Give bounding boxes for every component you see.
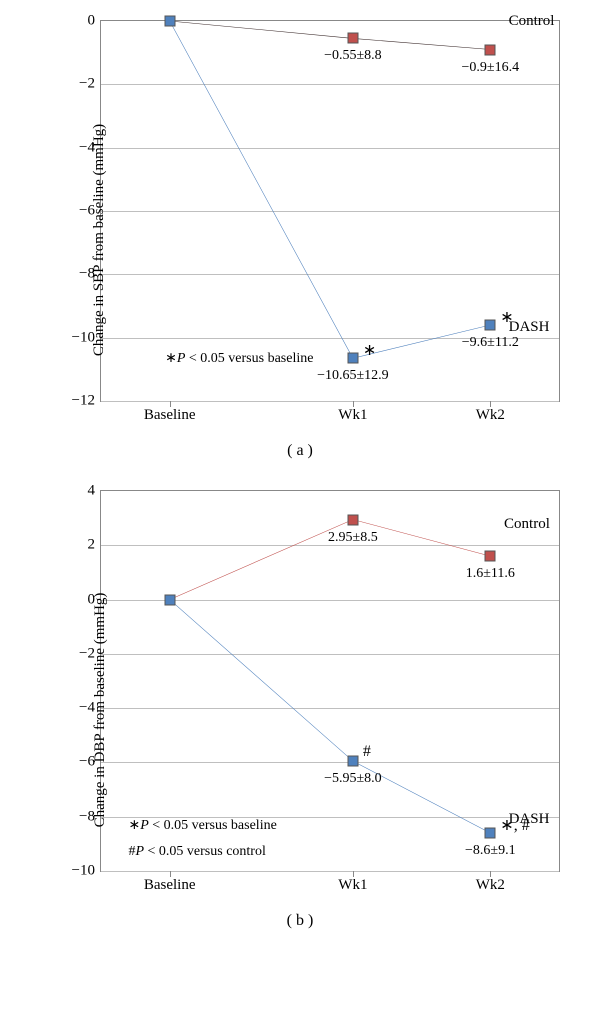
ylabel: Change in DBP from baseline (mmHg) [92,593,109,828]
panel-a: 0−2−4−6−8−10−12BaselineWk1Wk2−0.55±8.8−0… [20,20,580,460]
plot-area-b: 420−2−4−6−8−10BaselineWk1Wk22.95±8.51.6±… [100,490,560,872]
ytick-label: −10 [72,863,101,880]
series-line-control [170,21,491,50]
plot-area-a: 0−2−4−6−8−10−12BaselineWk1Wk2−0.55±8.8−0… [100,20,560,402]
series-line-dash [170,600,491,833]
footnote: #P < 0.05 versus control [128,844,265,860]
xtick-label: Baseline [144,401,196,424]
marker-control [485,551,496,562]
xtick-label: Wk2 [476,871,505,894]
series-line-dash [170,21,491,358]
value-label: −5.95±8.0 [324,771,382,787]
xtick-label: Baseline [144,871,196,894]
panel-caption: ( b ) [20,912,580,930]
ylabel: Change in SBP from baseline (mmHg) [91,124,108,356]
xtick-label: Wk1 [338,401,367,424]
marker-dash [164,16,175,27]
marker-control [347,33,358,44]
value-label: 2.95±8.5 [328,530,378,546]
ytick-label: 0 [88,13,102,30]
series-label-control: Control [509,13,555,30]
marker-control [485,44,496,55]
series-label-dash: DASH [509,319,550,336]
ytick-label: 2 [88,537,102,554]
ytick-label: −2 [79,76,101,93]
marker-control [347,514,358,525]
marker-dash [347,756,358,767]
series-lines [101,491,559,871]
xtick-label: Wk1 [338,871,367,894]
value-label: −8.6±9.1 [465,843,516,859]
value-label: −0.55±8.8 [324,48,382,64]
ytick-label: −12 [72,393,101,410]
significance-marker: ∗ [363,340,376,360]
marker-dash [347,353,358,364]
ytick-label: 4 [88,483,102,500]
significance-marker: # [363,743,371,761]
marker-dash [485,320,496,331]
marker-dash [485,828,496,839]
footnote: ∗P < 0.05 versus baseline [128,817,276,834]
value-label: −0.9±16.4 [462,60,520,76]
panel-caption: ( a ) [20,442,580,460]
value-label: −10.65±12.9 [317,368,389,384]
xtick-label: Wk2 [476,401,505,424]
panel-b: 420−2−4−6−8−10BaselineWk1Wk22.95±8.51.6±… [20,490,580,930]
value-label: −9.6±11.2 [462,335,519,351]
series-label-dash: DASH [509,811,550,828]
value-label: 1.6±11.6 [466,566,515,582]
marker-dash [164,594,175,605]
series-label-control: Control [504,516,550,533]
footnote: ∗P < 0.05 versus baseline [165,350,313,367]
